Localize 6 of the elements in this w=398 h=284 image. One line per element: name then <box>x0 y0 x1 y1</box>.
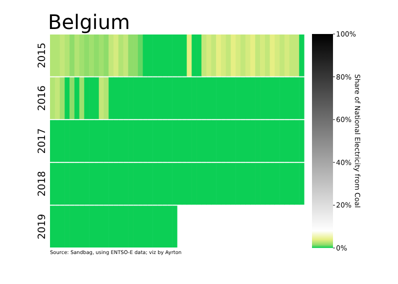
y-tick-label: 2016 <box>37 85 48 111</box>
y-tick-label: 2018 <box>37 171 48 197</box>
y-tick-label: 2015 <box>37 42 48 68</box>
y-tick-label: 2017 <box>37 128 48 154</box>
y-tick-label: 2019 <box>37 214 48 240</box>
chart-title: Belgium <box>48 10 130 34</box>
